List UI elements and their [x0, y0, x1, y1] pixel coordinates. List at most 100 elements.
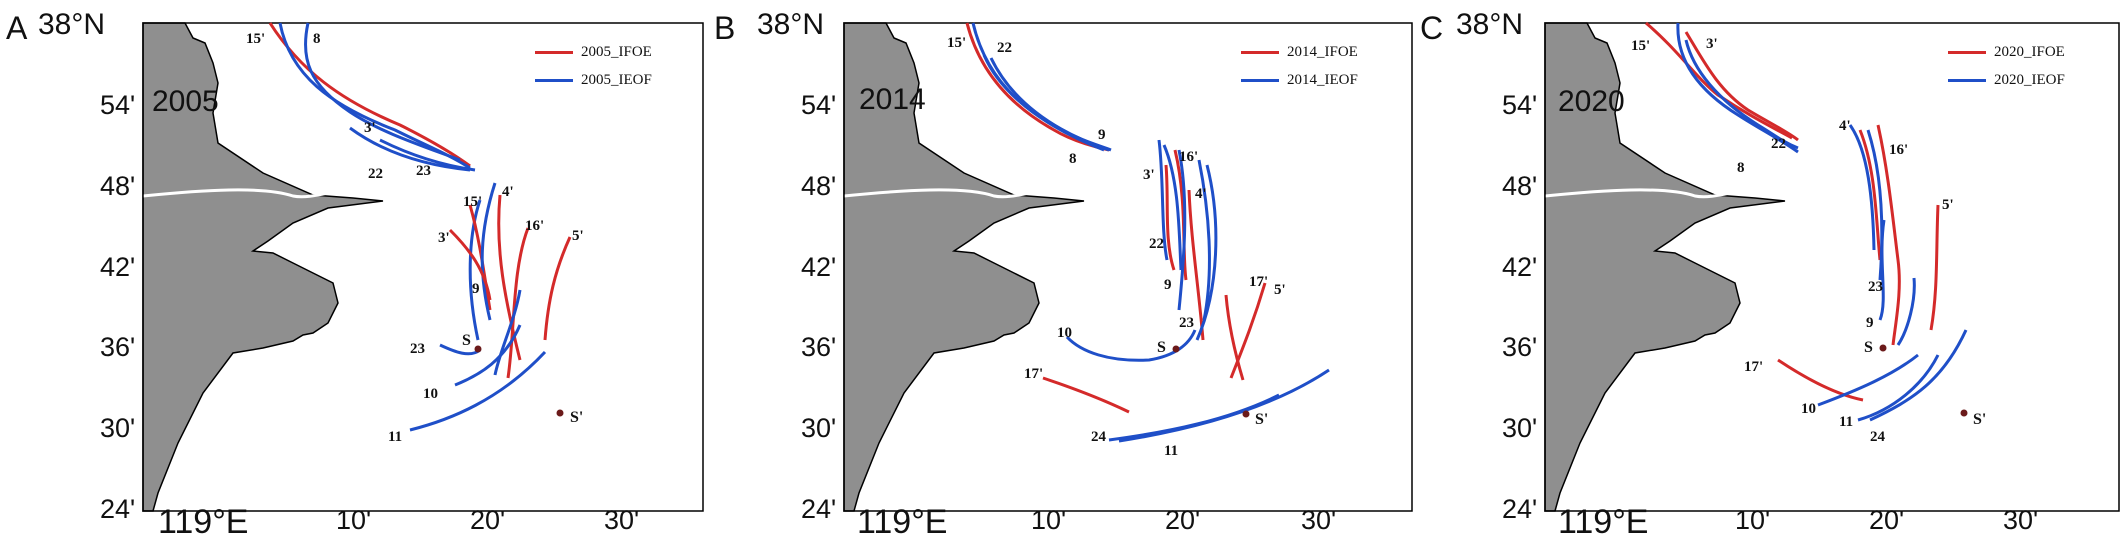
station-marker: [556, 409, 564, 417]
legend-swatch-ifoe: [1241, 50, 1279, 54]
front-label: 3': [1706, 36, 1718, 52]
legend: 2014_IFOE 2014_IEOF: [1241, 38, 1358, 94]
station-marker: [1960, 409, 1968, 417]
lon-tick-label: 10': [1735, 505, 1771, 535]
front-line-ifoe: [1858, 129, 1882, 261]
front-line-ifoe: [1042, 376, 1130, 414]
legend-swatch-ieof: [1948, 78, 1986, 82]
front-label: 8: [313, 31, 321, 47]
front-line-ieof: [1878, 219, 1886, 321]
lat-tick-label: 36': [801, 332, 837, 362]
lat-tick-label: 30': [100, 413, 136, 443]
legend: 2020_IFOE 2020_IEOF: [1948, 38, 2065, 94]
legend-item: 2005_IFOE: [535, 38, 652, 66]
land-mass: [843, 22, 1085, 512]
front-label: 23: [416, 163, 431, 179]
front-line-ieof: [454, 324, 522, 387]
front-label: 9: [1866, 315, 1874, 331]
front-line-ieof: [303, 22, 461, 162]
station-label: S': [1973, 411, 1986, 428]
front-line-ieof: [409, 350, 547, 432]
front-line-ieof: [1118, 368, 1330, 443]
legend-item: 2005_IEOF: [535, 66, 652, 94]
front-line-ifoe: [1187, 189, 1205, 341]
land-mass: [142, 22, 384, 512]
front-label: 15': [947, 35, 966, 51]
year-label: 2005: [152, 85, 219, 118]
front-label: 17': [1024, 366, 1043, 382]
year-label: 2020: [1558, 85, 1625, 118]
front-label: 16': [1889, 142, 1908, 158]
stations: S S': [462, 332, 583, 426]
lat-tick-label: 48': [100, 171, 136, 201]
legend-label: 2020_IEOF: [1994, 71, 2065, 88]
front-line-ieof: [1896, 277, 1916, 346]
front-label: 17': [1744, 359, 1763, 375]
legend-item: 2014_IEOF: [1241, 66, 1358, 94]
station-label: S: [462, 332, 471, 349]
front-label: 23: [410, 341, 425, 357]
stations: S S': [1157, 339, 1268, 428]
front-labels: 15' 3' 22 8 4' 16' 5' 23 9 17' 10 11 24: [1631, 36, 1954, 445]
lon-tick-label: 30': [1301, 505, 1337, 535]
lat-tick-label: 48': [801, 171, 837, 201]
front-line-ieof: [439, 343, 481, 356]
front-line-ieof: [1195, 164, 1218, 341]
lat-tick-label: 42': [801, 252, 837, 282]
front-line-ifoe: [1684, 31, 1799, 142]
front-label: 23: [1179, 315, 1194, 331]
front-label: 24: [1870, 429, 1886, 445]
front-label: 10: [1801, 401, 1816, 417]
front-line-ieof: [1869, 329, 1968, 422]
front-label: 3': [1143, 167, 1155, 183]
map-frame: [142, 22, 704, 512]
station-marker: [474, 345, 482, 353]
lon-tick-label: 20': [1869, 505, 1905, 535]
front-label: 17': [1249, 274, 1268, 290]
front-line-ieof: [493, 289, 522, 376]
station-label: S: [1864, 339, 1873, 356]
front-lines: [965, 22, 1330, 443]
front-label: 15': [1631, 38, 1650, 54]
legend-label: 2020_IFOE: [1994, 43, 2065, 60]
station-label: S': [1255, 411, 1268, 428]
legend-label: 2014_IFOE: [1287, 43, 1358, 60]
panel-letter: B: [714, 10, 736, 46]
front-label: 23: [1868, 279, 1883, 295]
lon-tick-label: 30': [2003, 505, 2039, 535]
land-polygon: [1544, 22, 1786, 512]
front-label: 15': [246, 31, 265, 47]
front-line-ieof: [480, 182, 497, 321]
front-line-ifoe: [506, 227, 530, 379]
legend-item: 2020_IEOF: [1948, 66, 2065, 94]
lon-tick-label: 10': [336, 505, 372, 535]
front-label: 5': [1942, 197, 1954, 213]
front-line-ifoe: [965, 22, 1110, 152]
lat-tick-label: 36': [100, 332, 136, 362]
front-label: 8: [1069, 151, 1077, 167]
lat-tick-label: 24': [100, 494, 136, 524]
front-line-ieof: [1162, 144, 1183, 271]
lon-tick-label: 119°E: [857, 503, 948, 541]
front-label: 16': [525, 218, 544, 234]
front-label: 24: [1091, 429, 1107, 445]
front-label: 3': [438, 230, 450, 246]
front-label: 4': [1839, 118, 1851, 134]
front-label: 15': [463, 194, 482, 210]
front-label: 5': [1274, 282, 1286, 298]
front-labels: 15' 8 3' 22 23 15' 4' 16' 5' 3' 9 23 10 …: [246, 31, 584, 445]
front-label: 9: [1098, 127, 1106, 143]
map-canvas-a: 15' 8 3' 22 23 15' 4' 16' 5' 3' 9 23 10 …: [142, 22, 704, 512]
lon-tick-label: 119°E: [158, 503, 249, 541]
front-label: 22: [1149, 236, 1164, 252]
station-label: S': [570, 409, 583, 426]
front-label: 22: [997, 40, 1012, 56]
lat-tick-label: 54': [801, 90, 837, 120]
station-marker: [1172, 345, 1180, 353]
map-frame: [1544, 22, 2120, 512]
front-line-ieof: [1817, 353, 1919, 407]
legend-item: 2020_IFOE: [1948, 38, 2065, 66]
map-panel-b: 15' 22 9 8 3' 16' 4' 22 9 23 17' 5' 10 1…: [709, 0, 1418, 547]
front-line-ifoe: [1645, 21, 1793, 140]
map-panel-a: 15' 8 3' 22 23 15' 4' 16' 5' 3' 9 23 10 …: [0, 0, 709, 547]
